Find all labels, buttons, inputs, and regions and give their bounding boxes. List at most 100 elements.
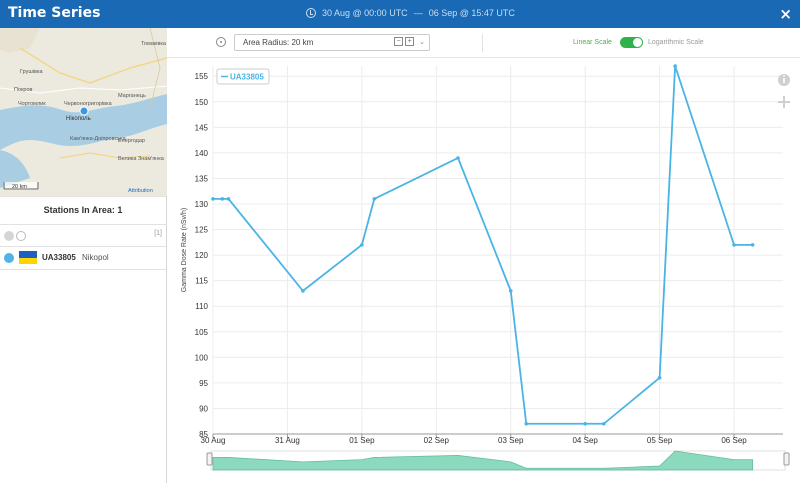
logarithmic-scale-label[interactable]: Logarithmic Scale — [648, 39, 704, 46]
navigator-handle-left — [206, 452, 213, 466]
chart-toolbar: Area Radius: 20 km − + ⌄ Linear Scale Lo… — [167, 28, 800, 58]
station-name: Nikopol — [82, 253, 109, 262]
ukraine-flag-icon — [19, 251, 37, 264]
scale-toggle[interactable] — [620, 37, 643, 48]
y-tick-label: 110 — [195, 302, 208, 311]
station-count: [1] — [154, 230, 162, 237]
series-point — [360, 243, 364, 247]
y-tick-label: 150 — [195, 98, 209, 107]
map-label: Марганець — [118, 93, 146, 99]
station-row[interactable]: UA33805 Nikopol — [0, 247, 166, 269]
clock-icon — [306, 8, 316, 18]
divider — [0, 269, 166, 270]
series-point — [657, 375, 662, 380]
x-tick-label: 31 Aug — [275, 436, 300, 445]
x-tick-label: 02 Sep — [424, 436, 450, 445]
time-range: 30 Aug @ 00:00 UTC — 06 Sep @ 15:47 UTC — [306, 8, 515, 18]
range-separator: — — [413, 8, 423, 18]
series-point — [508, 289, 513, 293]
x-tick-label: 01 Sep — [349, 436, 375, 445]
navigator-handle-right — [783, 452, 790, 466]
chevron-down-icon[interactable]: ⌄ — [419, 38, 425, 46]
series-point — [750, 243, 755, 247]
chart-legend[interactable] — [216, 68, 270, 85]
station-color-dot[interactable] — [4, 253, 14, 263]
series-point — [372, 197, 377, 201]
area-map[interactable]: Томаківка Грушівка Покров Чортомлик Черв… — [0, 28, 167, 196]
radius-decrease-button[interactable]: − — [394, 37, 404, 46]
series-point — [583, 421, 587, 426]
all-visibility-toggle[interactable] — [4, 231, 14, 241]
map-label: Чортомлик — [18, 101, 46, 107]
y-axis-title: Gamma Dose Rate (nSv/h) — [181, 208, 188, 292]
sidebar: Томаківка Грушівка Покров Чортомлик Черв… — [0, 28, 167, 483]
map-label: Енергодар — [118, 138, 145, 144]
series-point — [524, 421, 529, 426]
y-tick-label: 120 — [195, 251, 209, 260]
series-line-ua33805 — [213, 65, 753, 425]
x-tick-label: 03 Sep — [498, 436, 524, 445]
radius-target-icon[interactable] — [216, 37, 226, 47]
radius-increase-button[interactable]: + — [405, 37, 415, 46]
window-title: Time Series — [8, 5, 101, 21]
map-label: Грушівка — [20, 69, 43, 75]
divider — [0, 246, 166, 247]
river-water — [0, 94, 167, 150]
linear-scale-label[interactable]: Linear Scale — [573, 39, 612, 46]
y-tick-label: 145 — [195, 123, 209, 132]
map-label: Кам'янка-Дніпровська — [70, 136, 127, 142]
legend-label: UA33805 — [230, 73, 264, 82]
map-label: Томаківка — [141, 41, 167, 47]
range-start: 30 Aug @ 00:00 UTC — [322, 8, 408, 18]
y-tick-label: 130 — [195, 200, 209, 209]
chart-svg[interactable]: 85 90 95 100 105 110 115 120 125 130 135 140 145 150 1… — [167, 58, 800, 483]
y-tick-label: 105 — [195, 328, 209, 337]
series-point — [732, 243, 736, 247]
map-label: Червоногригорівка — [64, 101, 113, 107]
stations-in-area-title: Stations In Area: 1 — [43, 205, 123, 215]
x-tick-label: 30 Aug — [201, 436, 226, 445]
info-icon[interactable] — [778, 74, 790, 86]
y-tick-label: 115 — [195, 277, 208, 286]
x-tick-label: 06 Sep — [721, 436, 747, 445]
series-point — [673, 64, 677, 68]
y-tick-label: 135 — [195, 174, 209, 183]
x-tick-label: 05 Sep — [647, 436, 673, 445]
map-scale-bar — [3, 182, 39, 190]
map-label: Велика Знам'янка — [118, 156, 165, 162]
area-radius-label: Area Radius: 20 km — [243, 38, 314, 47]
divider — [0, 224, 166, 225]
series-point — [301, 289, 305, 293]
station-code: UA33805 — [42, 253, 76, 262]
range-end: 06 Sep @ 15:47 UTC — [428, 8, 515, 18]
map-label: Нікополь — [66, 116, 91, 122]
y-tick-label: 140 — [195, 149, 209, 158]
close-icon[interactable]: × — [779, 5, 792, 23]
divider — [482, 34, 483, 52]
x-tick-label: 04 Sep — [572, 436, 598, 445]
series-point — [456, 156, 460, 160]
map-canvas[interactable]: Томаківка Грушівка Покров Чортомлик Черв… — [0, 28, 167, 196]
y-tick-label: 85 — [199, 430, 208, 439]
y-tick-label: 155 — [195, 72, 209, 81]
select-all-row[interactable]: [1] — [0, 226, 166, 246]
y-tick-label: 90 — [199, 404, 208, 413]
area-radius-control[interactable]: Area Radius: 20 km − + ⌄ — [234, 34, 430, 51]
map-attribution-link: Attribution — [128, 188, 153, 194]
station-map-marker — [79, 106, 89, 116]
series-point — [211, 197, 215, 201]
divider — [0, 196, 166, 197]
y-tick-label: 95 — [199, 379, 208, 388]
navigator-area — [212, 450, 754, 471]
window-titlebar: Time Series 30 Aug @ 00:00 UTC — 06 Sep … — [0, 0, 800, 28]
y-tick-label: 100 — [195, 353, 209, 362]
add-icon[interactable] — [778, 96, 790, 108]
all-select-radio[interactable] — [16, 231, 26, 241]
series-point — [226, 197, 231, 201]
y-tick-label: 125 — [195, 226, 209, 235]
series-point — [220, 197, 225, 201]
map-label: Покров — [14, 87, 33, 93]
series-point — [601, 421, 606, 426]
map-scale-label: 20 km — [12, 184, 27, 190]
time-series-chart[interactable]: 85 90 95 100 105 110 115 120 125 130 135 140 145 150 1… — [167, 58, 800, 483]
